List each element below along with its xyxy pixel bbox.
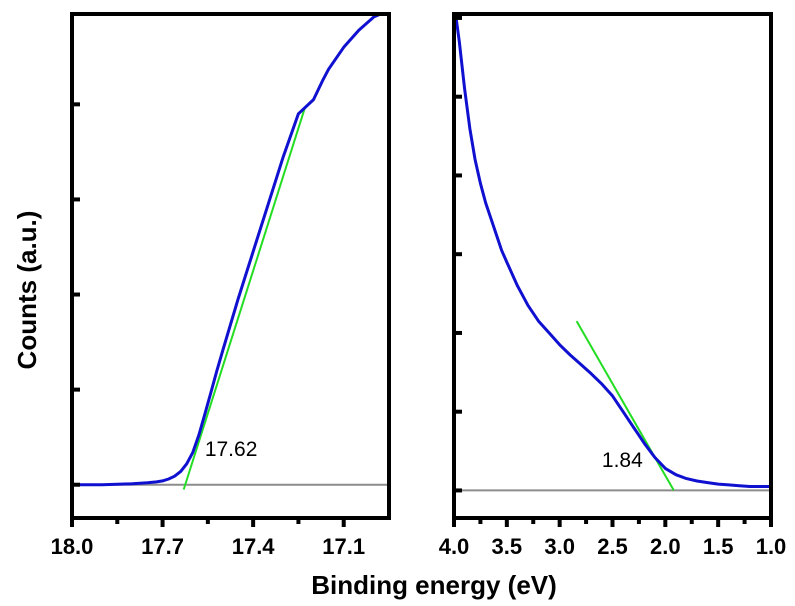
right-annotation-label: 1.84 [602,449,643,472]
left-x-tick-label: 17.4 [232,534,276,559]
right-plot-frame [452,12,773,520]
left-x-tick-label: 17.1 [322,534,365,559]
right-x-tick-label: 3.0 [544,534,575,559]
left-spectrum-line [72,14,385,487]
left-x-tick-label: 18.0 [51,534,94,559]
right-x-tick-label: 2.5 [597,534,628,559]
left-x-tick-label: 17.7 [141,534,184,559]
left-plot-area [72,14,389,490]
x-axis-title: Binding energy (eV) [311,570,557,600]
y-axis-title: Counts (a.u.) [12,211,42,370]
left-annotation-label: 17.62 [205,438,258,461]
right-x-tick-label: 4.0 [439,534,470,559]
left-panel: 18.0 17.7 17.4 17.1 17.62 [51,12,391,559]
right-plot-area [454,17,771,492]
left-plot-frame [70,12,391,520]
right-x-tick-label: 3.5 [492,534,523,559]
right-spectrum-line [454,17,771,488]
right-x-tick-label: 1.5 [703,534,734,559]
right-panel: 4.0 3.5 3.0 2.5 2.0 1.5 1.0 1.84 [439,12,787,559]
right-x-tick-label: 2.0 [650,534,681,559]
left-fit-line [182,108,306,490]
right-x-tick-label: 1.0 [756,534,787,559]
